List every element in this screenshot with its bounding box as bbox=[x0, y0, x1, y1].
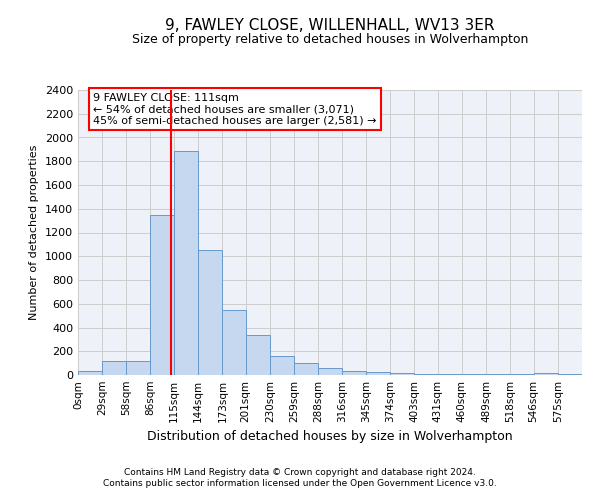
Bar bbox=[341, 372, 366, 375]
Bar bbox=[127, 361, 150, 375]
Bar bbox=[270, 356, 294, 375]
Bar bbox=[437, 374, 462, 375]
Text: Size of property relative to detached houses in Wolverhampton: Size of property relative to detached ho… bbox=[132, 32, 528, 46]
Bar bbox=[174, 150, 198, 375]
Text: 9 FAWLEY CLOSE: 111sqm
← 54% of detached houses are smaller (3,071)
45% of semi-: 9 FAWLEY CLOSE: 111sqm ← 54% of detached… bbox=[93, 93, 377, 126]
Bar bbox=[510, 374, 533, 375]
Bar bbox=[366, 372, 390, 375]
Bar bbox=[102, 361, 127, 375]
Bar bbox=[558, 374, 582, 375]
Bar bbox=[198, 250, 223, 375]
Bar bbox=[223, 310, 246, 375]
Bar bbox=[319, 368, 341, 375]
Bar bbox=[414, 374, 437, 375]
Text: 9, FAWLEY CLOSE, WILLENHALL, WV13 3ER: 9, FAWLEY CLOSE, WILLENHALL, WV13 3ER bbox=[165, 18, 495, 32]
Bar bbox=[78, 372, 102, 375]
Bar bbox=[486, 374, 510, 375]
Text: Contains HM Land Registry data © Crown copyright and database right 2024.
Contai: Contains HM Land Registry data © Crown c… bbox=[103, 468, 497, 487]
Bar bbox=[246, 334, 270, 375]
Bar bbox=[294, 362, 319, 375]
Bar bbox=[462, 374, 486, 375]
Bar bbox=[390, 373, 414, 375]
Bar bbox=[533, 373, 558, 375]
Bar bbox=[150, 214, 174, 375]
X-axis label: Distribution of detached houses by size in Wolverhampton: Distribution of detached houses by size … bbox=[147, 430, 513, 444]
Y-axis label: Number of detached properties: Number of detached properties bbox=[29, 145, 40, 320]
